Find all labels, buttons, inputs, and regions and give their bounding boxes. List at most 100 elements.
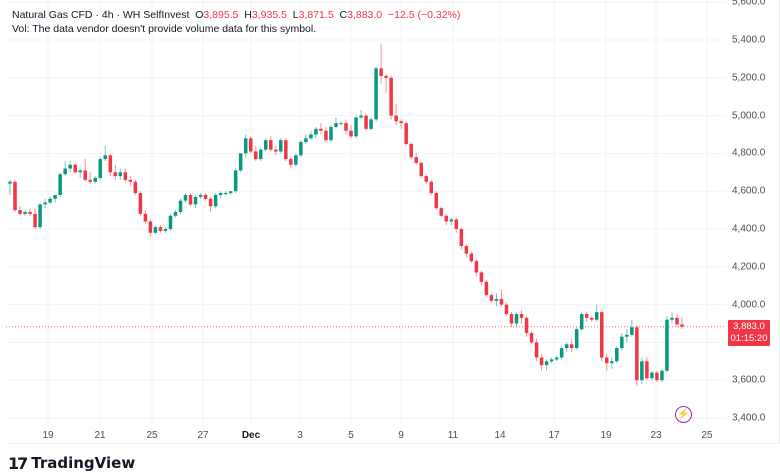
candle xyxy=(615,346,619,364)
candle xyxy=(274,145,278,156)
candle xyxy=(529,331,534,345)
candle xyxy=(304,134,308,144)
candle xyxy=(524,315,529,337)
candle xyxy=(374,66,378,122)
price-axis[interactable]: 3,400.03,600.03,800.04,000.04,200.04,400… xyxy=(726,0,780,444)
price-tick-label: 4,400.0 xyxy=(732,223,766,235)
candle xyxy=(299,140,303,158)
price-tick-label: 5,600.0 xyxy=(732,0,766,8)
candle xyxy=(419,160,423,178)
candle xyxy=(128,176,133,186)
candle xyxy=(559,346,564,360)
time-tick-label: 17 xyxy=(548,430,560,441)
candle xyxy=(213,193,218,209)
high-value: 3,935.5 xyxy=(251,9,287,21)
bar-countdown: 01:15:20 xyxy=(730,332,768,344)
candle xyxy=(394,104,398,126)
candle xyxy=(68,160,72,173)
candle xyxy=(48,196,52,205)
candle xyxy=(344,121,348,135)
open-value: 3,895.5 xyxy=(203,9,239,21)
time-tick-label: 11 xyxy=(447,430,459,441)
candle xyxy=(359,109,363,120)
candle xyxy=(188,193,193,207)
candle xyxy=(339,121,343,126)
time-tick-label: 5 xyxy=(348,430,354,441)
candle xyxy=(258,147,263,161)
low-label: L xyxy=(292,9,299,21)
candle xyxy=(23,210,27,216)
candle xyxy=(625,329,629,343)
candle xyxy=(158,225,163,233)
price-tick-label: 4,200.0 xyxy=(732,261,766,273)
candle xyxy=(314,126,318,139)
time-tick-label: 25 xyxy=(701,430,713,441)
last-price-tag: 3,883.0 01:15:20 xyxy=(728,319,770,346)
candle xyxy=(143,210,148,224)
candle xyxy=(655,370,659,383)
candle xyxy=(138,191,143,216)
candle xyxy=(103,145,108,161)
candle xyxy=(113,164,118,180)
candle xyxy=(238,153,243,173)
tradingview-mark-icon: 17 xyxy=(8,453,28,473)
candle xyxy=(178,198,183,214)
candle xyxy=(399,119,403,129)
price-tick-label: 4,000.0 xyxy=(732,299,766,311)
high-label: H xyxy=(244,9,252,21)
candle xyxy=(43,198,47,209)
time-tick-label: 19 xyxy=(42,430,54,441)
candle xyxy=(444,213,449,226)
candle xyxy=(429,179,434,195)
candle xyxy=(93,176,98,184)
candle xyxy=(153,225,158,235)
candle xyxy=(499,289,504,307)
tradingview-logo: 17 TradingView xyxy=(8,453,135,473)
candle xyxy=(83,159,87,182)
candle xyxy=(484,280,489,298)
time-tick-label: Dec xyxy=(241,430,261,441)
candle xyxy=(73,162,77,175)
candle xyxy=(539,353,544,371)
candle xyxy=(680,316,684,329)
candle xyxy=(635,325,639,386)
candle xyxy=(489,293,494,303)
candle xyxy=(504,302,509,316)
candle xyxy=(334,117,338,129)
candle xyxy=(13,179,17,212)
candle xyxy=(574,327,579,350)
time-tick-label: 25 xyxy=(146,430,158,441)
candlestick-plot[interactable] xyxy=(0,0,726,444)
price-tick-label: 5,400.0 xyxy=(732,34,766,46)
candle xyxy=(675,314,679,328)
candle xyxy=(605,353,609,371)
candle xyxy=(354,115,358,139)
symbol-legend: Natural Gas CFD · 4h · WH SelfInvest O3,… xyxy=(12,8,460,36)
candle xyxy=(670,312,674,324)
candle xyxy=(349,125,353,139)
candle xyxy=(133,179,138,195)
candle xyxy=(58,172,62,197)
candle xyxy=(218,191,223,199)
candle xyxy=(645,357,649,381)
candle xyxy=(18,206,22,216)
time-tick-label: 27 xyxy=(197,430,209,441)
candle xyxy=(329,125,333,143)
candle xyxy=(88,172,92,184)
candle xyxy=(369,117,373,131)
candle xyxy=(554,355,559,362)
candle xyxy=(168,213,173,231)
candle xyxy=(665,315,669,373)
candle xyxy=(203,193,208,201)
symbol-title[interactable]: Natural Gas CFD · 4h · WH SelfInvest xyxy=(12,9,190,21)
lightning-icon[interactable]: ⚡ xyxy=(675,406,692,423)
volume-note: Vol: The data vendor doesn't provide vol… xyxy=(12,23,317,35)
candle xyxy=(324,126,328,143)
close-value: 3,883.0 xyxy=(347,9,383,21)
candle xyxy=(610,357,614,369)
candle xyxy=(650,370,654,381)
candle xyxy=(98,157,103,180)
time-tick-label: 3 xyxy=(297,430,303,441)
candle xyxy=(319,123,323,135)
candle xyxy=(118,168,123,180)
